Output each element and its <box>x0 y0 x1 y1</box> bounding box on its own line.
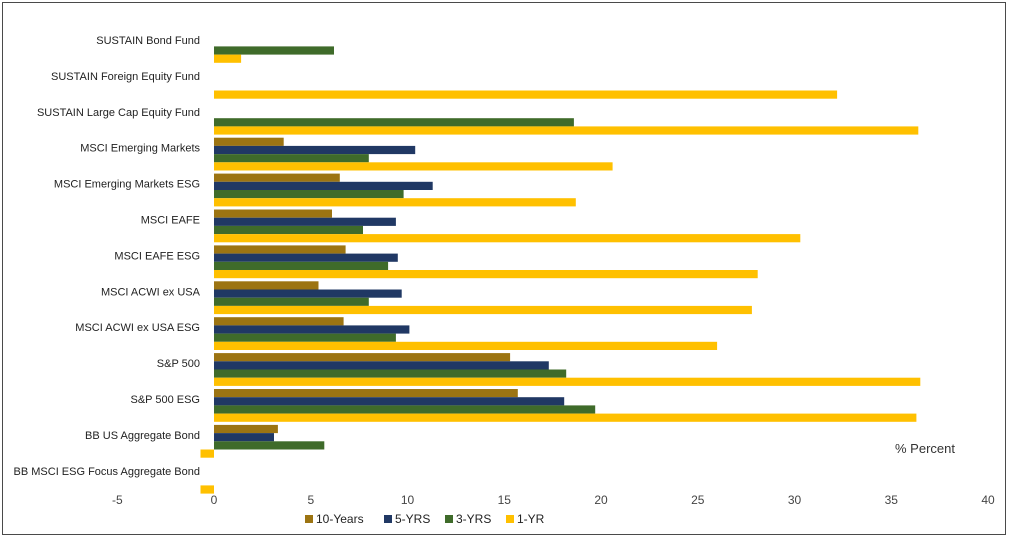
legend-label: 1-YR <box>517 512 545 526</box>
bar-3-yrs <box>214 190 404 199</box>
bar-3-yrs <box>214 118 574 127</box>
x-tick-label: 5 <box>307 493 314 507</box>
bar-10-years <box>214 389 518 398</box>
category-label: SUSTAIN Foreign Equity Fund <box>51 71 200 83</box>
bar-10-years <box>214 317 344 326</box>
legend-label: 10-Years <box>316 512 364 526</box>
legend-swatch <box>384 515 392 523</box>
category-label: BB MSCI ESG Focus Aggregate Bond <box>14 466 200 478</box>
x-tick-label: 35 <box>885 493 899 507</box>
bar-1-yr <box>200 485 214 494</box>
bars-group <box>200 46 921 494</box>
bar-10-years <box>214 245 346 254</box>
bar-1-yr <box>214 162 613 171</box>
category-label: MSCI EAFE ESG <box>114 250 200 262</box>
legend-swatch <box>445 515 453 523</box>
bar-1-yr <box>214 90 838 99</box>
bar-5-yrs <box>214 217 396 226</box>
x-tick-labels: -5 0 5 10 15 20 25 30 35 40 <box>112 493 995 507</box>
bar-10-years <box>214 281 319 290</box>
legend: 10-Years 5-YRS 3-YRS 1-YR <box>305 512 545 526</box>
bar-3-yrs <box>214 369 567 378</box>
x-tick-label: 0 <box>211 493 218 507</box>
legend-swatch <box>506 515 514 523</box>
bar-1-yr <box>214 234 801 243</box>
bar-1-yr <box>214 54 242 63</box>
percent-annotation: % Percent <box>895 441 955 456</box>
category-label: MSCI ACWI ex USA <box>101 286 201 298</box>
bar-1-yr <box>214 126 919 135</box>
bar-3-yrs <box>214 333 396 342</box>
x-tick-label: 20 <box>594 493 608 507</box>
bar-1-yr <box>214 270 758 279</box>
bar-5-yrs <box>214 145 416 155</box>
x-tick-label: 40 <box>981 493 995 507</box>
x-tick-label: 25 <box>691 493 705 507</box>
bar-10-years <box>214 173 340 182</box>
bar-5-yrs <box>214 181 433 190</box>
x-tick-label: -5 <box>112 493 123 507</box>
category-label: MSCI ACWI ex USA ESG <box>75 322 200 334</box>
bar-1-yr <box>214 198 576 207</box>
bar-5-yrs <box>214 361 549 370</box>
category-label: S&P 500 ESG <box>130 394 200 406</box>
bar-3-yrs <box>214 261 389 270</box>
bar-10-years <box>214 353 511 362</box>
bar-5-yrs <box>214 433 274 442</box>
legend-swatch <box>305 515 313 523</box>
bar-5-yrs <box>214 325 410 334</box>
category-label: SUSTAIN Bond Fund <box>96 35 200 47</box>
category-label: BB US Aggregate Bond <box>85 430 200 442</box>
bar-1-yr <box>214 341 718 350</box>
x-tick-label: 15 <box>498 493 512 507</box>
bar-3-yrs <box>214 154 369 163</box>
bar-3-yrs <box>214 297 369 306</box>
category-label: MSCI Emerging Markets ESG <box>54 179 200 191</box>
category-label: MSCI EAFE <box>141 215 200 227</box>
legend-label: 5-YRS <box>395 512 430 526</box>
bar-3-yrs <box>214 225 363 235</box>
bar-1-yr <box>214 305 752 315</box>
bar-10-years <box>214 424 278 434</box>
category-labels: SUSTAIN Bond Fund SUSTAIN Foreign Equity … <box>14 35 201 478</box>
category-label: MSCI Emerging Markets <box>80 143 200 155</box>
category-label: SUSTAIN Large Cap Equity Fund <box>37 107 200 119</box>
bar-1-yr <box>200 449 214 458</box>
legend-label: 3-YRS <box>456 512 491 526</box>
bar-1-yr <box>214 413 917 422</box>
bar-3-yrs <box>214 46 334 55</box>
bar-5-yrs <box>214 397 565 406</box>
bar-3-yrs <box>214 441 325 450</box>
bar-10-years <box>214 209 332 218</box>
bar-1-yr <box>214 377 921 386</box>
bar-10-years <box>214 137 284 146</box>
category-label: S&P 500 <box>157 358 200 370</box>
bar-3-yrs <box>214 405 596 414</box>
x-tick-label: 30 <box>788 493 802 507</box>
bar-5-yrs <box>214 289 402 298</box>
bar-5-yrs <box>214 253 398 262</box>
x-tick-label: 10 <box>401 493 415 507</box>
